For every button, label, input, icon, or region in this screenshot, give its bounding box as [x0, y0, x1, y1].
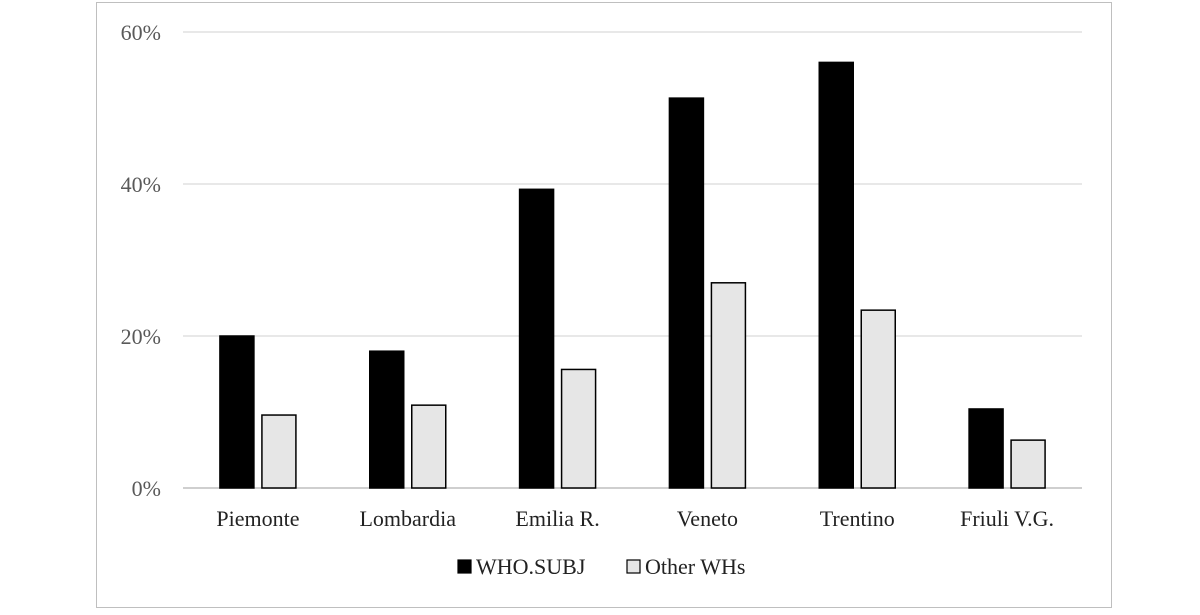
bar-who-subj-2: [518, 188, 555, 489]
legend-label-who-subj: WHO.SUBJ: [476, 554, 586, 579]
y-tick-label: 40%: [121, 172, 161, 197]
legend: WHO.SUBJ Other WHs: [457, 554, 745, 579]
y-axis-ticks: 0% 20% 40% 60%: [121, 20, 161, 501]
y-tick-label: 0%: [132, 476, 161, 501]
bar-other-whs-2: [560, 368, 597, 489]
x-axis-categories: Piemonte Lombardia Emilia R. Veneto Trentino…: [216, 506, 1054, 531]
legend-label-other-whs: Other WHs: [645, 554, 745, 579]
category-label: Friuli V.G.: [960, 506, 1054, 531]
bars: [219, 61, 1046, 489]
category-label: Lombardia: [359, 506, 456, 531]
category-label: Piemonte: [216, 506, 299, 531]
bar-who-subj-1: [369, 350, 405, 489]
legend-swatch-who-subj: [457, 559, 472, 574]
bar-other-whs-0: [261, 414, 297, 489]
bar-other-whs-5: [1010, 439, 1046, 489]
bar-who-subj-4: [818, 61, 854, 489]
bar-other-whs-1: [411, 404, 447, 489]
chart-frame: [96, 2, 1112, 608]
y-tick-label: 60%: [121, 20, 161, 45]
y-tick-label: 20%: [121, 324, 161, 349]
bar-other-whs-4: [860, 309, 896, 489]
bar-other-whs-3: [710, 282, 747, 489]
category-label: Trentino: [820, 506, 895, 531]
bar-who-subj-3: [668, 97, 705, 489]
category-label: Veneto: [677, 506, 738, 531]
bar-who-subj-0: [219, 335, 255, 489]
gridlines: [183, 31, 1082, 489]
bar-who-subj-5: [968, 408, 1004, 489]
category-label: Emilia R.: [515, 506, 599, 531]
legend-swatch-other-whs: [626, 559, 641, 574]
